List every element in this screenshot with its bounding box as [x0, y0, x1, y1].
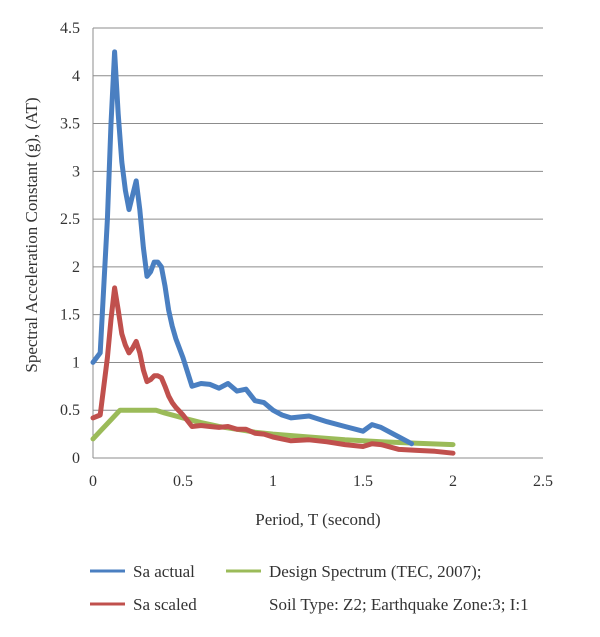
y-tick-label-0: 0: [72, 450, 80, 467]
series-lines: [90, 49, 456, 456]
y-tick-label-8: 4: [72, 68, 80, 85]
y-tick-label-9: 4.5: [60, 20, 80, 37]
y-tick-label-3: 1.5: [60, 307, 80, 324]
x-axis-title: Period, T (second): [255, 510, 380, 529]
y-tick-label-6: 3: [72, 163, 80, 180]
y-tick-label-5: 2.5: [60, 211, 80, 228]
x-tick-labels: 0 0.5 1 1.5 2 2.5: [89, 473, 553, 490]
series-line-1: [90, 285, 456, 456]
series-line-2: [90, 407, 456, 448]
x-tick-label-4: 2: [449, 473, 457, 490]
legend: Sa actual Sa scaled Design Spectrum (TEC…: [90, 562, 529, 614]
y-tick-label-4: 2: [72, 259, 80, 276]
x-tick-label-5: 2.5: [533, 473, 553, 490]
grid-lines: [93, 27, 543, 411]
x-tick-label-2: 1: [269, 473, 277, 490]
y-tick-labels: 0 0.5 1 1.5 2 2.5 3 3.5 4 4.5: [60, 20, 80, 467]
x-tick-label-1: 0.5: [173, 473, 193, 490]
legend-label-sa-actual: Sa actual: [133, 562, 195, 581]
legend-label-soil-type: Soil Type: Z2; Earthquake Zone:3; I:1: [269, 595, 529, 614]
series-line-0: [90, 49, 415, 447]
x-tick-label-0: 0: [89, 473, 97, 490]
legend-label-design-spectrum: Design Spectrum (TEC, 2007);: [269, 562, 481, 581]
legend-label-sa-scaled: Sa scaled: [133, 595, 197, 614]
y-tick-label-1: 0.5: [60, 402, 80, 419]
y-axis-title: Spectral Acceleration Constant (g), (AT): [22, 97, 41, 372]
y-tick-label-2: 1: [72, 354, 80, 371]
x-tick-label-3: 1.5: [353, 473, 373, 490]
y-tick-label-7: 3.5: [60, 116, 80, 133]
